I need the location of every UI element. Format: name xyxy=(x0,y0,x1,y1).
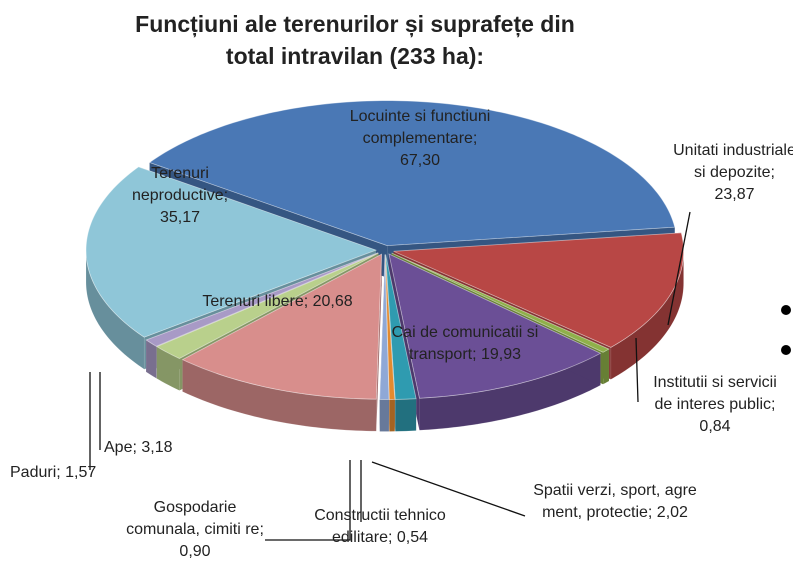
slice xyxy=(85,166,378,338)
slice xyxy=(379,254,390,400)
value-label: 0,90 xyxy=(179,543,211,560)
slice xyxy=(393,232,684,348)
slice xyxy=(148,100,676,247)
slice-label: Constructii tehnico edilitare; 0,54 xyxy=(295,505,465,549)
category-label: Unitati industriale si depozite; xyxy=(673,142,793,181)
category-label: Ape; xyxy=(104,439,137,456)
leader-line xyxy=(371,461,526,517)
category-label: Paduri; xyxy=(10,464,61,481)
category-label: Terenuri libere; xyxy=(202,293,309,310)
value-label: 19,93 xyxy=(481,346,522,363)
value-label: 67,30 xyxy=(399,152,441,169)
slice-label: Spatii verzi, sport, agre ment, protecti… xyxy=(520,480,710,524)
slice-label: Ape; 3,18 xyxy=(104,437,224,459)
slice xyxy=(391,252,610,353)
value-label: 20,68 xyxy=(312,293,353,310)
value-label: 0,84 xyxy=(699,418,731,435)
leader-line xyxy=(265,460,351,541)
category-label: Institutii si servicii de interes public… xyxy=(653,374,777,413)
slice xyxy=(155,252,379,359)
value-label: 1,57 xyxy=(65,464,97,481)
slice-label: Terenuri neproductive; 35,17 xyxy=(110,163,250,229)
leader-line xyxy=(667,211,691,326)
slice-label: Cai de comunicatii si transport; 19,93 xyxy=(385,322,545,366)
category-label: Spatii verzi, sport, agre ment, protecti… xyxy=(533,482,697,521)
value-label: 23,87 xyxy=(714,186,755,203)
slice xyxy=(181,253,383,400)
category-label: Locuinte si functiuni complementare; xyxy=(349,108,491,147)
slice-label: Paduri; 1,57 xyxy=(10,462,110,484)
slice-label: Terenuri libere; 20,68 xyxy=(195,291,360,313)
slice-label: Institutii si servicii de interes public… xyxy=(645,372,785,438)
bullet xyxy=(781,305,791,315)
value-label: 2,02 xyxy=(656,504,688,521)
slice-label: Unitati industriale si depozite; 23,87 xyxy=(672,140,793,206)
slice xyxy=(385,254,417,400)
value-label: 35,17 xyxy=(159,209,201,226)
value-label: 3,18 xyxy=(141,439,173,456)
value-label: 0,54 xyxy=(396,529,429,546)
leader-line xyxy=(635,337,639,403)
slice-label: Locuinte si functiuni complementare; 67,… xyxy=(345,106,495,172)
category-label: Terenuri neproductive; xyxy=(131,165,229,204)
slice-side xyxy=(379,399,390,432)
chart-title: Funcțiuni ale terenurilor și suprafețe d… xyxy=(135,11,575,69)
category-label: Cai de comunicatii si transport; xyxy=(391,324,539,363)
slice xyxy=(388,253,602,399)
category-label: Gospodarie comunala, cimiti re; xyxy=(126,499,264,538)
category-label: Constructii tehnico edilitare; xyxy=(314,507,446,546)
slice xyxy=(145,252,379,347)
bullet xyxy=(781,345,791,355)
slice-label: Gospodarie comunala, cimiti re; 0,90 xyxy=(120,497,270,563)
